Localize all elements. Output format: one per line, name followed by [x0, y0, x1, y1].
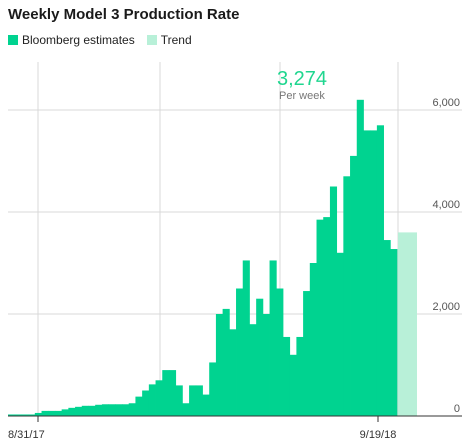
bar-estimate-18 [128, 403, 136, 416]
bar-estimate-51 [350, 155, 358, 416]
bar-estimate-42 [289, 354, 297, 416]
bar-estimate-8 [61, 409, 69, 416]
bar-estimate-55 [376, 125, 384, 417]
bar-estimate-40 [276, 288, 284, 416]
bar-estimate-24 [168, 370, 177, 416]
bar-estimate-37 [256, 298, 264, 416]
bar-estimate-44 [303, 291, 311, 416]
bar-estimate-49 [336, 252, 344, 416]
bar-estimate-46 [316, 219, 324, 416]
bar-estimate-15 [108, 404, 116, 416]
y-tick-label-1: 2,000 [432, 301, 460, 313]
legend-item-estimates: Bloomberg estimates [8, 33, 135, 47]
legend: Bloomberg estimates Trend [8, 33, 204, 47]
bar-estimate-50 [343, 176, 351, 416]
bar-estimate-33 [229, 329, 237, 416]
bar-estimate-26 [182, 403, 190, 416]
bar-estimate-21 [148, 384, 156, 416]
legend-swatch-trend [146, 35, 157, 45]
bar-estimate-14 [101, 404, 110, 416]
bar-estimate-23 [162, 370, 170, 416]
bar-estimate-17 [122, 404, 130, 416]
bar-estimate-0 [8, 414, 16, 416]
bar-estimate-27 [189, 385, 197, 416]
bar-estimate-9 [68, 407, 76, 416]
bar-estimate-28 [195, 385, 203, 416]
bar-estimate-2 [21, 414, 29, 416]
legend-swatch-estimates [8, 35, 18, 45]
bar-estimate-39 [269, 260, 277, 416]
bar-estimate-1 [14, 414, 22, 416]
bar-estimate-29 [202, 394, 210, 416]
annotation-value: 3,274 [277, 68, 328, 90]
bar-estimate-34 [236, 288, 244, 416]
bar-estimate-3 [28, 414, 36, 416]
chart-title: Weekly Model 3 Production Rate [8, 6, 240, 23]
legend-item-trend: Trend [146, 33, 192, 47]
x-tick-label-start: 8/31/17 [8, 429, 45, 441]
bar-estimate-30 [209, 362, 217, 416]
bar-estimate-36 [249, 324, 257, 416]
bar-estimate-45 [309, 263, 317, 416]
bar-estimate-56 [383, 240, 391, 416]
bar-estimate-13 [95, 404, 103, 416]
bar-estimate-57 [390, 249, 398, 416]
legend-label-estimates: Bloomberg estimates [22, 33, 135, 47]
bar-estimate-16 [115, 404, 123, 416]
x-tick-label-end: 9/19/18 [360, 429, 397, 441]
bar-estimate-41 [282, 336, 291, 416]
bar-estimate-6 [48, 410, 56, 416]
annotation-label: Per week [279, 90, 325, 102]
bar-estimate-19 [135, 396, 143, 416]
bar-estimate-11 [81, 405, 89, 416]
y-tick-label-0: 0 [454, 403, 460, 415]
y-tick-label-2: 4,000 [432, 199, 460, 211]
bar-estimate-48 [329, 186, 338, 416]
bar-estimate-10 [75, 406, 83, 416]
bar-estimate-43 [296, 336, 304, 416]
bar-estimate-54 [370, 130, 378, 416]
bar-estimate-53 [363, 130, 371, 416]
legend-label-trend: Trend [160, 33, 192, 47]
bar-estimate-20 [142, 390, 150, 416]
bar-estimate-12 [88, 405, 96, 416]
bar-trend-0 [398, 232, 417, 416]
bar-estimate-38 [262, 314, 270, 416]
bar-estimate-31 [215, 314, 224, 416]
y-tick-label-3: 6,000 [432, 97, 460, 109]
bar-estimate-47 [323, 217, 331, 416]
bar-estimate-52 [356, 99, 364, 417]
bar-estimate-35 [242, 260, 250, 416]
bar-estimate-7 [54, 410, 63, 416]
bar-estimate-4 [34, 412, 42, 416]
bar-estimate-22 [155, 380, 163, 416]
bar-estimate-32 [222, 308, 230, 416]
bar-estimate-5 [41, 410, 49, 416]
bar-estimate-25 [175, 385, 183, 416]
